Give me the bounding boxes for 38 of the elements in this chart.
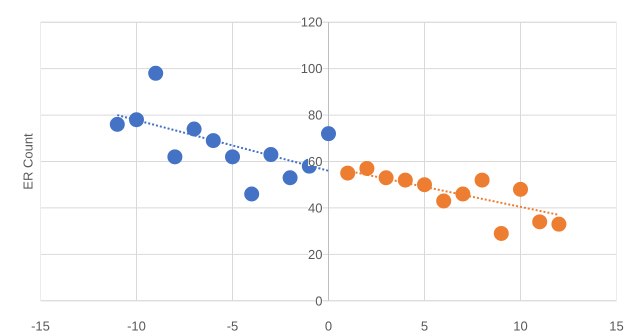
point <box>417 177 432 192</box>
point <box>282 170 298 186</box>
point <box>398 172 413 188</box>
point <box>110 116 125 132</box>
point <box>474 172 490 188</box>
point <box>455 186 470 202</box>
y-tick-label: 0 <box>315 293 323 308</box>
point <box>340 166 356 181</box>
point <box>244 186 260 202</box>
x-tick-label: 0 <box>324 318 332 333</box>
y-tick-label: 120 <box>300 14 323 30</box>
y-tick-label: 100 <box>300 61 323 76</box>
point <box>148 66 164 81</box>
point <box>551 216 566 232</box>
y-tick-label: 60 <box>308 154 323 169</box>
x-tick-label: 15 <box>609 318 624 333</box>
point <box>206 133 221 148</box>
y-tick-label: 40 <box>308 200 323 216</box>
point <box>225 149 240 164</box>
point <box>321 126 336 142</box>
point <box>167 149 182 164</box>
point <box>532 214 548 230</box>
point <box>513 182 528 197</box>
x-tick-label: -15 <box>31 318 50 333</box>
y-tick-label: 20 <box>308 246 323 262</box>
x-tick-label: -5 <box>226 318 238 333</box>
point <box>129 112 144 128</box>
point <box>186 122 202 136</box>
x-tick-label: -10 <box>127 318 146 333</box>
point <box>378 170 394 186</box>
point <box>436 193 452 208</box>
x-tick-label: 5 <box>420 318 428 333</box>
x-tick-label: 10 <box>513 318 528 333</box>
y-axis-title: ER Count <box>20 132 36 190</box>
point <box>359 160 374 176</box>
point <box>494 226 509 241</box>
point <box>263 147 278 162</box>
y-tick-label: 80 <box>308 108 323 123</box>
